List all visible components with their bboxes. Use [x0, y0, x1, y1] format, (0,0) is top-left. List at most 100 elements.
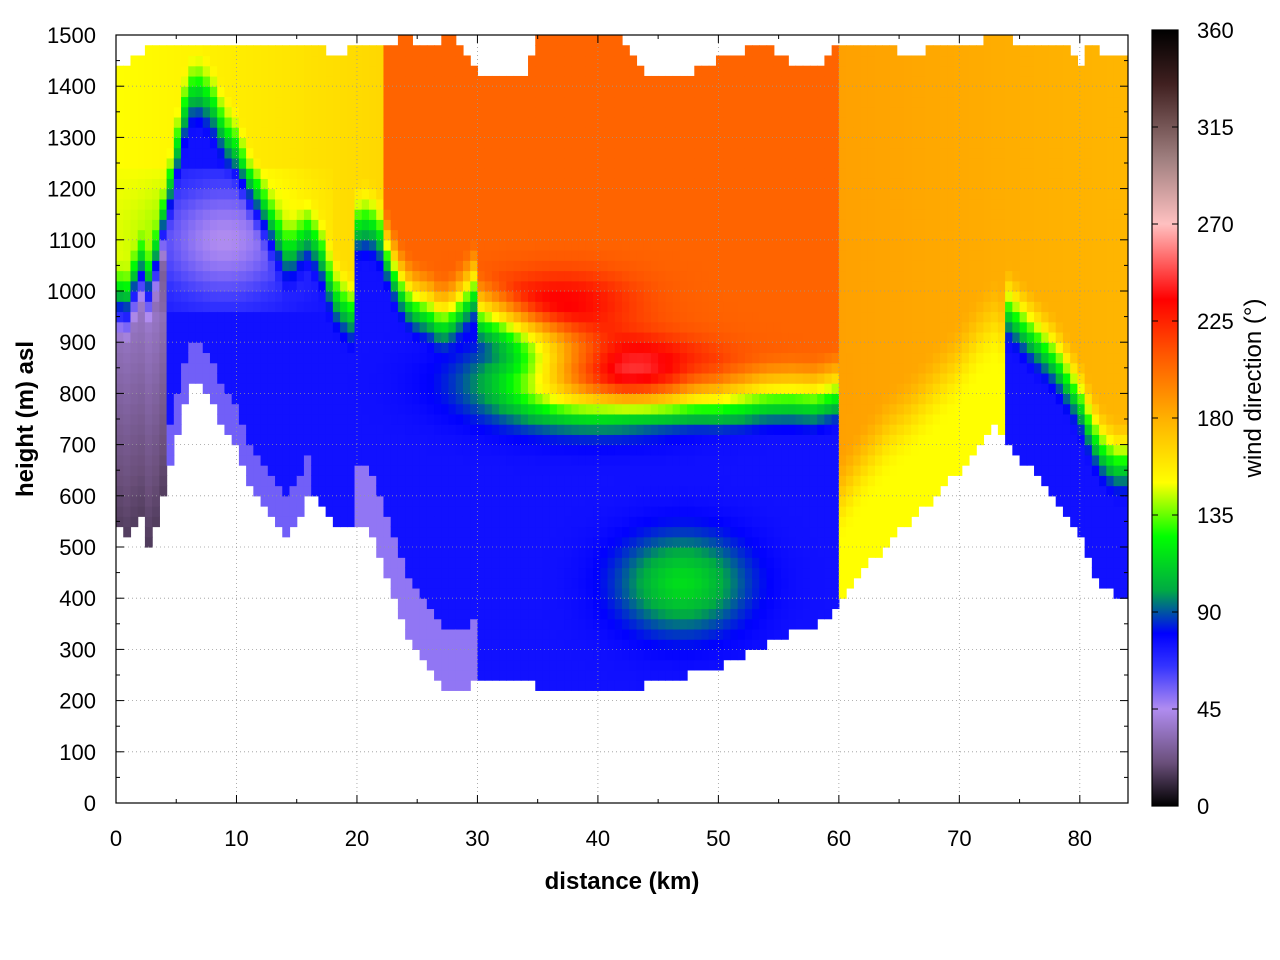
wind-field-cell [448, 659, 457, 671]
wind-field-cell [737, 280, 746, 292]
wind-field-cell [484, 413, 493, 425]
wind-field-cell [426, 321, 435, 333]
wind-field-cell [564, 352, 572, 364]
wind-field-cell [622, 372, 630, 384]
wind-field-cell [455, 75, 464, 87]
wind-field-cell [528, 413, 536, 425]
wind-field-cell [723, 86, 732, 98]
wind-field-cell [665, 465, 674, 476]
wind-field-cell [781, 168, 789, 179]
wind-field-cell [426, 280, 435, 292]
wind-field-cell [441, 639, 450, 650]
wind-field-cell [477, 280, 486, 292]
wind-field-cell [477, 639, 486, 650]
wind-field-cell [390, 372, 399, 384]
wind-field-cell [715, 557, 724, 569]
wind-field-cell [441, 260, 450, 272]
wind-field-cell [556, 598, 565, 610]
wind-field-cell [296, 209, 305, 220]
wind-field-cell [325, 137, 334, 149]
wind-field-cell [528, 475, 536, 487]
wind-field-cell [361, 311, 370, 323]
wind-field-cell [426, 116, 435, 128]
wind-field-cell [499, 137, 507, 149]
wind-field-cell [246, 250, 254, 261]
wind-field-cell [672, 659, 681, 671]
wind-field-cell [383, 209, 392, 220]
wind-field-cell [715, 424, 724, 435]
wind-field-cell [679, 536, 688, 548]
wind-field-cell [173, 96, 182, 108]
wind-field-cell [137, 168, 146, 179]
wind-field-cell [152, 352, 160, 364]
wind-field-cell [462, 280, 471, 292]
wind-field-cell [513, 465, 522, 476]
wind-field-cell [694, 403, 703, 415]
wind-field-cell [260, 291, 269, 302]
wind-field-cell [607, 301, 616, 313]
wind-field-cell [441, 116, 450, 128]
wind-field-cell [650, 608, 659, 620]
wind-field-cell [542, 567, 551, 579]
wind-field-cell [723, 577, 732, 589]
wind-field-cell [578, 239, 587, 251]
wind-field-cell [506, 96, 515, 108]
wind-field-cell [260, 372, 269, 384]
wind-field-cell [636, 413, 645, 425]
wind-field-cell [369, 147, 377, 159]
wind-field-cell [715, 55, 724, 67]
wind-field-cell [390, 454, 399, 466]
wind-field-cell [303, 444, 312, 456]
wind-field-cell [455, 680, 464, 691]
wind-field-cell [332, 301, 341, 313]
wind-field-cell [152, 311, 160, 323]
wind-field-cell [166, 331, 175, 343]
wind-field-cell [484, 659, 493, 671]
wind-field-cell [470, 137, 479, 149]
wind-field-cell [130, 475, 139, 487]
wind-field-cell [578, 291, 587, 302]
wind-field-cell [687, 587, 695, 599]
wind-field-cell [549, 587, 558, 599]
wind-field-cell [123, 516, 132, 528]
wind-field-cell [744, 475, 753, 487]
wind-field-cell [723, 465, 732, 476]
wind-field-cell [578, 526, 587, 538]
wind-field-cell [585, 567, 594, 579]
wind-field-cell [788, 526, 797, 538]
wind-field-cell [455, 116, 464, 128]
wind-field-cell [600, 229, 609, 241]
wind-field-cell [144, 342, 153, 354]
wind-field-cell [448, 116, 457, 128]
wind-field-cell [665, 577, 674, 589]
wind-field-cell [238, 393, 247, 405]
wind-field-cell [448, 618, 457, 630]
wind-field-cell [340, 188, 348, 200]
wind-field-cell [585, 321, 594, 333]
wind-field-cell [658, 280, 666, 292]
wind-field-cell [412, 219, 421, 231]
wind-field-cell [405, 106, 413, 118]
wind-field-cell [246, 352, 254, 364]
wind-field-cell [622, 424, 630, 435]
wind-field-cell [737, 209, 746, 220]
wind-field-cell [405, 260, 413, 272]
wind-field-cell [224, 331, 233, 343]
wind-field-cell [361, 506, 370, 517]
wind-field-cell [253, 352, 262, 364]
wind-field-cell [564, 291, 572, 302]
wind-field-cell [622, 301, 630, 313]
wind-field-cell [528, 250, 536, 261]
wind-field-cell [462, 608, 471, 620]
wind-field-cell [752, 209, 760, 220]
wind-field-cell [347, 495, 356, 507]
wind-field-cell [289, 198, 298, 210]
wind-field-cell [152, 393, 160, 405]
wind-field-cell [491, 127, 500, 138]
wind-field-cell [470, 96, 479, 108]
wind-field-cell [484, 434, 493, 446]
wind-field-cell [781, 475, 789, 487]
wind-field-cell [499, 608, 507, 620]
wind-field-cell [123, 65, 132, 77]
wind-field-cell [549, 147, 558, 159]
